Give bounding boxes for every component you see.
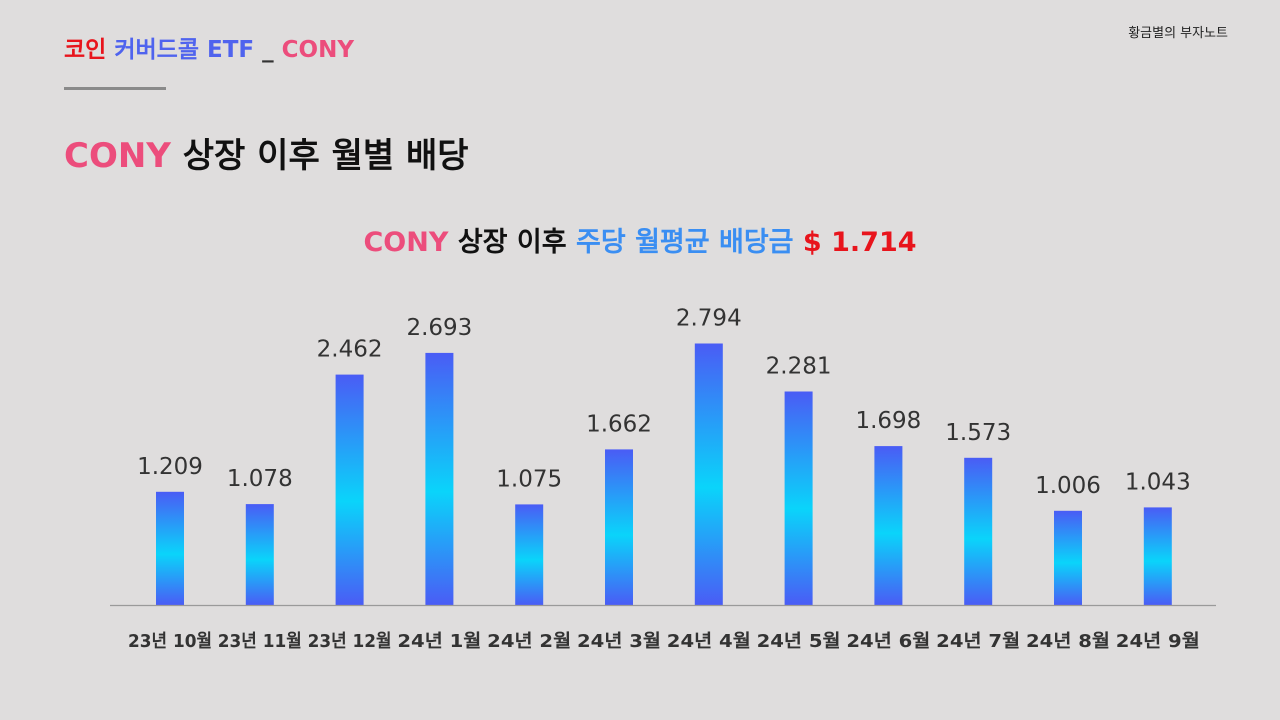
bar-value-label: 1.078 [227, 466, 293, 492]
bar-12 [1143, 507, 1172, 605]
category-label: 23년 11월 [218, 631, 302, 652]
header-title-coin: 코인 [64, 37, 107, 63]
page-title-ticker: CONY [64, 136, 171, 176]
bar-7 [694, 343, 723, 605]
bar-value-label: 2.462 [317, 337, 383, 363]
category-label: 24년 9월 [1116, 631, 1200, 652]
bar-6 [605, 449, 633, 605]
bar-value-label: 2.794 [676, 306, 742, 332]
category-label: 23년 12월 [308, 631, 392, 652]
chart-title: CONY 상장 이후 주당 월평균 배당금 $ 1.714 [0, 220, 1280, 259]
bar-value-label: 1.698 [855, 408, 921, 434]
header-divider [64, 87, 166, 90]
chart-title-value: $ 1.714 [802, 227, 917, 258]
dividend-bar-chart: 1.209 23년 10월 1.078 23년 11월 2.462 23년 12월 2.69… [110, 306, 1216, 652]
category-label: 24년 3월 [577, 631, 661, 652]
header-title-separator: _ [262, 37, 274, 63]
brand-label: 황금별의 부자노트 [1128, 26, 1228, 41]
category-label: 23년 10월 [128, 631, 212, 652]
bar-3 [335, 374, 364, 605]
bar-value-label: 1.006 [1035, 473, 1101, 499]
bar-value-label: 2.281 [766, 354, 832, 380]
category-label: 24년 8월 [1026, 631, 1110, 652]
bar-2 [245, 504, 274, 605]
bar-value-label: 1.573 [945, 420, 1011, 446]
bar-value-label: 1.075 [496, 466, 562, 492]
category-label: 24년 7월 [936, 631, 1020, 652]
category-label: 24년 6월 [846, 631, 930, 652]
bar-5 [515, 504, 544, 605]
bar-value-label: 2.693 [406, 315, 472, 341]
bar-1 [156, 491, 184, 605]
chart-title-ticker: CONY [363, 227, 449, 258]
bar-11 [1054, 510, 1082, 605]
category-label: 24년 4월 [667, 631, 751, 652]
page-title: CONY 상장 이후 월별 배당 [64, 128, 469, 177]
category-label: 24년 1월 [397, 631, 481, 652]
bar-value-label: 1.662 [586, 411, 652, 437]
chart-title-part2: 주당 월평균 배당금 [575, 227, 794, 258]
page-title-text: 상장 이후 월별 배당 [182, 136, 469, 176]
category-label: 24년 2월 [487, 631, 571, 652]
header-title: 코인 커버드콜 ETF _ CONY [64, 30, 354, 64]
chart-title-part1: 상장 이후 [457, 227, 567, 258]
bar-4 [425, 352, 454, 605]
category-label: 24년 5월 [757, 631, 841, 652]
bar-value-label: 1.209 [137, 454, 203, 480]
bar-value-label: 1.043 [1125, 469, 1191, 495]
header-title-covered-call: 커버드콜 ETF [114, 37, 255, 63]
bar-10 [964, 457, 993, 605]
bar-8 [784, 391, 813, 605]
header-title-ticker: CONY [281, 37, 354, 63]
bar-9 [874, 446, 903, 605]
